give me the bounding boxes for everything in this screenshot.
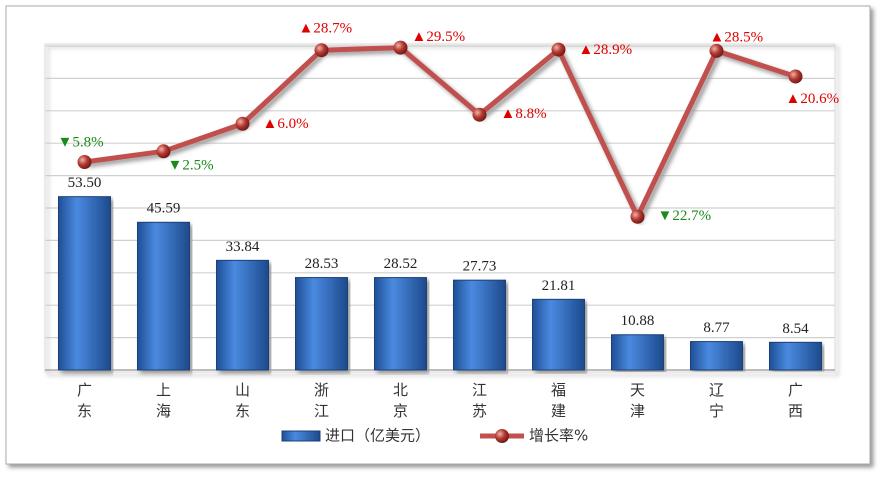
bar-value-label: 53.50 — [68, 175, 102, 191]
x-tick-label: 福建 — [551, 381, 566, 420]
line-marker — [156, 144, 171, 159]
bar-value-label: 21.81 — [542, 278, 576, 294]
line-value-label: ▲8.8% — [501, 106, 547, 122]
x-tick-label: 广东 — [77, 381, 92, 420]
bar — [453, 279, 506, 371]
x-tick-label: 浙江 — [314, 381, 329, 420]
x-tick-label: 北京 — [393, 381, 408, 420]
line-value-label: ▲28.5% — [710, 29, 764, 45]
line-value-label: ▼22.7% — [658, 208, 712, 224]
line-value-label: ▼5.8% — [58, 134, 104, 150]
line-marker — [788, 69, 803, 84]
line-value-label: ▼2.5% — [168, 158, 214, 174]
legend-swatch — [495, 429, 509, 443]
line-marker — [551, 42, 566, 57]
bar-value-label: 8.54 — [782, 321, 809, 337]
line-value-label: ▲20.6% — [786, 91, 840, 107]
x-tick-label: 天津 — [630, 381, 645, 420]
line-value-label: ▲28.7% — [299, 21, 353, 37]
bar — [374, 277, 427, 371]
x-tick-label: 江苏 — [472, 381, 487, 420]
bar — [137, 221, 190, 371]
bar-value-label: 27.73 — [463, 259, 497, 275]
bar-value-label: 33.84 — [226, 239, 260, 255]
legend-label: 进口（亿美元） — [325, 427, 430, 445]
line-value-label: ▲29.5% — [412, 29, 466, 45]
bar-value-label: 10.88 — [621, 313, 655, 329]
x-tick-label: 上海 — [156, 381, 171, 420]
bar — [532, 298, 585, 371]
line-marker — [314, 43, 329, 58]
line-value-label: ▲6.0% — [263, 116, 309, 132]
frame — [5, 5, 871, 465]
bar-value-label: 45.59 — [147, 201, 181, 217]
legend-swatch — [281, 430, 321, 442]
line-marker — [709, 43, 724, 58]
bar-value-label: 28.52 — [384, 256, 418, 272]
bar-value-label: 8.77 — [703, 320, 730, 336]
line-marker — [630, 209, 645, 224]
line — [84, 45, 797, 223]
line-marker — [235, 116, 250, 131]
bar — [769, 341, 822, 371]
line-marker — [472, 107, 487, 122]
bar — [58, 196, 111, 371]
legend-label: 增长率% — [529, 427, 588, 445]
line-value-label: ▲28.9% — [579, 42, 633, 58]
line-marker — [77, 154, 92, 169]
x-tick-label: 辽宁 — [709, 381, 724, 420]
bar — [690, 341, 743, 371]
bar — [611, 334, 664, 371]
bar — [295, 277, 348, 371]
x-tick-label: 山东 — [235, 381, 250, 420]
line-marker — [393, 40, 408, 55]
x-tick-label: 广西 — [788, 381, 803, 420]
bar — [216, 259, 269, 371]
bar-value-label: 28.53 — [305, 256, 339, 272]
